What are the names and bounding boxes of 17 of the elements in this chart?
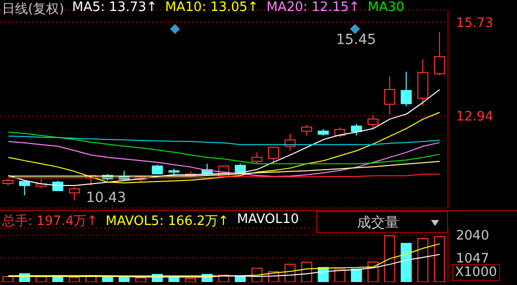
y-tick-label: 1047 (456, 252, 490, 267)
annotation: 成交量 (357, 214, 399, 232)
y-tick-label: 15.73 (456, 16, 494, 32)
y-tick-label: 2040 (456, 228, 490, 244)
y-tick-label: 12.94 (456, 110, 494, 125)
text: MA5: 13.73↑ (72, 0, 158, 17)
text: MA20: 12.15↑ (266, 0, 360, 17)
text: MAVOL5: 166.2万↑ (106, 213, 229, 230)
text: MA30 (368, 0, 404, 17)
chart-title: 日线(复权) (2, 1, 64, 18)
text: MA10: 13.05↑ (165, 0, 258, 17)
dropdown-field: 成交量 (316, 211, 448, 233)
annotation: 10.43 (86, 190, 126, 206)
text: 总手: 197.4万↑ (2, 213, 98, 230)
text: MAVOL10 (236, 212, 299, 229)
y-axis-title: X1000 (452, 264, 500, 281)
annotation: 15.45 (336, 32, 376, 48)
